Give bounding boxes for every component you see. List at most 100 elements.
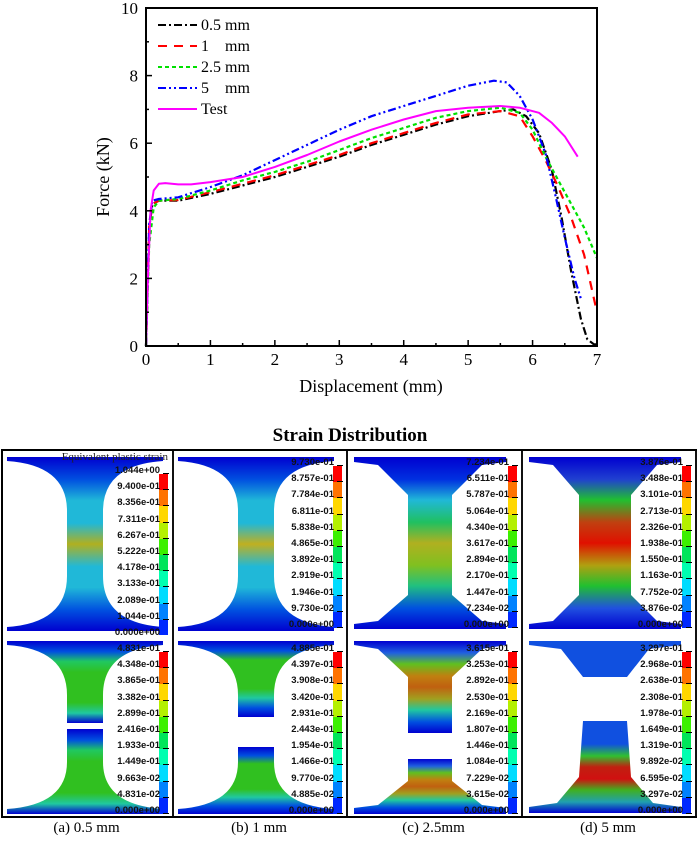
legend-value: 1.447e-01	[466, 586, 518, 598]
legend-value: 2.170e-01	[466, 570, 518, 582]
legend-value: 1.807e-01	[466, 724, 518, 735]
axis-ticks: 0 1 2 3 4 5 6 7 0 2 4 6 8 10	[121, 0, 602, 369]
colorbar-segment	[508, 765, 517, 782]
colorbar-segment	[159, 587, 168, 604]
colorbar-segment	[682, 579, 691, 596]
x-tick-label: 5	[464, 350, 473, 369]
y-tick-label: 8	[130, 67, 139, 86]
colorbar-segment	[682, 547, 691, 564]
colorbar-segment	[159, 749, 168, 766]
colorbar-segment	[682, 652, 691, 669]
colorbar-segment	[508, 700, 517, 717]
legend-value: 2.326e-01	[640, 521, 692, 533]
specimen-contour	[178, 457, 334, 631]
legend-value: 7.311e-01	[117, 513, 170, 525]
legend-value: 3.488e-01	[640, 473, 692, 485]
legend-value: 3.617e-01	[466, 538, 518, 549]
legend-value: 1.550e-01	[640, 554, 692, 566]
strain-panel-1: 9.730e-01 8.757e-01 7.784e-01 6.811e-01 5.83…	[174, 451, 348, 816]
specimen-contour	[7, 641, 163, 814]
legend-value: 0.000e+00	[288, 619, 344, 630]
legend-value: 2.416e-01	[117, 724, 169, 735]
legend-value: 4.348e-01	[117, 659, 169, 671]
legend-value: 7.784e-01	[291, 489, 343, 501]
colorbar-segment	[682, 482, 691, 499]
legend-value: 0.000e+00	[114, 805, 170, 816]
legend-value: 2.919e-01	[291, 570, 343, 582]
legend-value: 1.163e-01	[640, 570, 692, 582]
colorbar-segment	[159, 571, 168, 588]
colorbar-segment	[159, 490, 168, 507]
colorbar-segment	[508, 530, 517, 547]
legend-value: 2.931e-01	[291, 707, 343, 719]
colorbar-segment	[159, 522, 168, 539]
colorbar-segment	[159, 538, 168, 555]
legend-value: 8.757e-01	[291, 473, 343, 485]
legend-value: 2.089e-01	[117, 594, 169, 606]
colorbar-segment	[682, 611, 691, 628]
legend-value: 7.752e-02	[640, 586, 692, 598]
colorbar-segment	[159, 781, 168, 798]
legend-value: 1.446e-01	[466, 740, 518, 752]
colorbar-segment	[159, 474, 168, 491]
legend-value: 2.443e-01	[291, 724, 343, 735]
colorbar-segment	[508, 579, 517, 596]
legend-value: 4.831e-02	[117, 788, 169, 800]
bottom-state-cell: 3.297e-01 2.968e-01 2.638e-01 2.308e-01 1.97…	[523, 637, 695, 818]
specimen-contour	[7, 457, 163, 631]
legend-value: 3.865e-01	[117, 675, 169, 687]
specimen-contour	[354, 457, 506, 629]
colorbar-segment	[333, 716, 342, 733]
legend-value: 3.297e-02	[640, 788, 692, 800]
legend-value: 1.084e-01	[466, 756, 518, 768]
legend-title: Equivalent plastic strain	[61, 451, 168, 463]
x-tick-label: 2	[271, 350, 280, 369]
y-tick-label: 0	[130, 337, 139, 356]
legend-value: 5.838e-01	[291, 521, 343, 533]
legend-value: 9.663e-02	[117, 772, 169, 784]
row-separator	[3, 635, 172, 637]
colorbar-segment	[508, 668, 517, 685]
legend-value: 7.234e-01	[466, 457, 518, 468]
strain-panels-frame: Equivalent plastic strain 1.044e+00 9.400e…	[1, 449, 697, 818]
legend-value: 1.933e-01	[117, 740, 169, 752]
colorbar-segment	[159, 619, 168, 635]
legend-value: 1.938e-01	[640, 538, 692, 549]
legend-value: 2.530e-01	[466, 691, 518, 703]
colorbar-segment	[682, 595, 691, 612]
specimen-contour	[529, 641, 681, 813]
top-state-cell: Equivalent plastic strain 1.044e+00 9.400e…	[3, 451, 172, 635]
colorbar-segment	[333, 668, 342, 685]
legend-value: 9.400e-01	[117, 481, 169, 493]
colorbar-segment	[508, 595, 517, 612]
row-separator	[174, 635, 346, 637]
y-tick-label: 4	[130, 202, 139, 221]
legend-value: 3.892e-01	[291, 554, 343, 566]
legend-value: 3.876e-02	[640, 602, 692, 614]
series-line-2	[144, 106, 599, 347]
bottom-state-cell: 3.615e-01 3.253e-01 2.892e-01 2.530e-01 2.16…	[348, 637, 521, 818]
colorbar-segment	[333, 482, 342, 499]
colorbar-segment	[159, 603, 168, 620]
colorbar-segment	[159, 684, 168, 701]
panel-caption: (a) 0.5 mm	[53, 820, 120, 836]
legend-value: 6.811e-01	[291, 505, 344, 517]
x-tick-label: 7	[593, 350, 602, 369]
colorbar-segment	[682, 530, 691, 547]
y-tick-label: 2	[130, 269, 139, 288]
colorbar-segment	[333, 514, 342, 531]
legend-value: 6.595e-02	[640, 772, 692, 784]
legend-value: 3.908e-01	[291, 675, 343, 687]
top-state-cell: 7.234e-01 6.511e-01 5.787e-01 5.064e-01 4.34…	[348, 451, 521, 635]
legend-label: Test	[201, 101, 228, 118]
series-line-4	[145, 105, 579, 347]
bottom-state-cell: 4.885e-01 4.397e-01 3.908e-01 3.420e-01 2.93…	[174, 637, 346, 818]
top-state-cell: 3.876e-01 3.488e-01 3.101e-01 2.713e-01 2.32…	[523, 451, 695, 635]
legend-value: 1.449e-01	[117, 756, 169, 768]
colorbar-segment	[508, 498, 517, 515]
x-tick-label: 6	[528, 350, 537, 369]
row-separator	[523, 635, 695, 637]
legend-label: 5 mm	[201, 80, 250, 97]
legend-value: 5.787e-01	[466, 489, 518, 501]
colorbar-segment	[682, 466, 691, 483]
